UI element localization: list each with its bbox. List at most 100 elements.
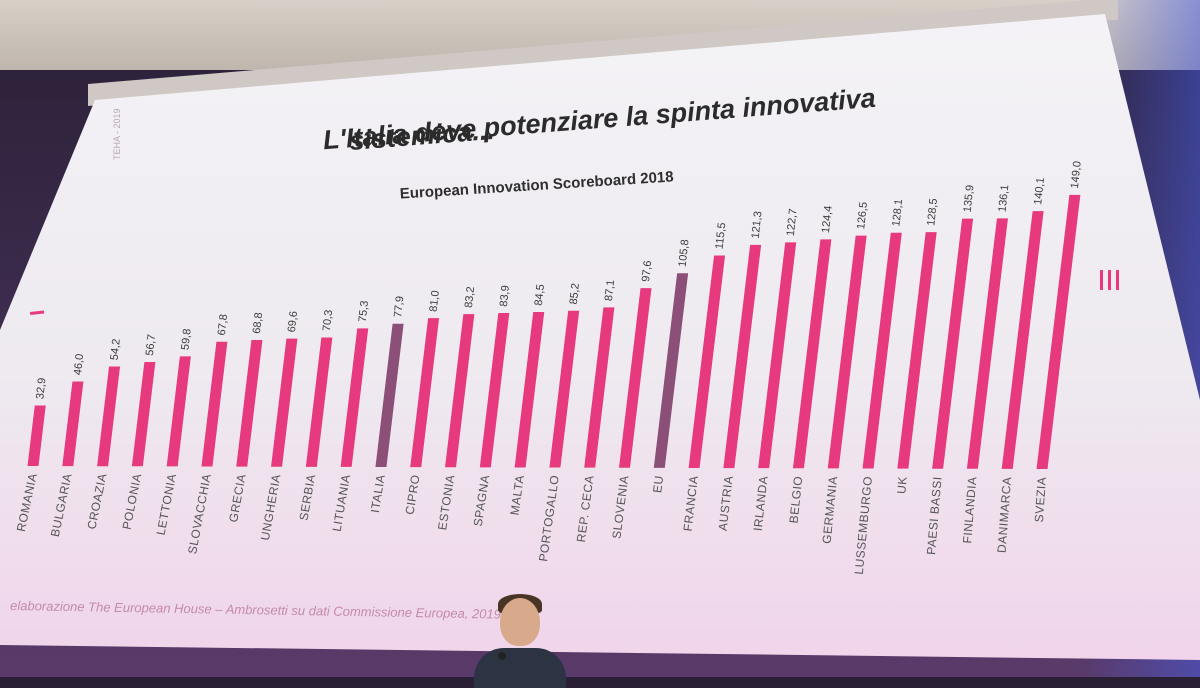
category-label: ESTONIA xyxy=(435,474,457,531)
category-label: POLONIA xyxy=(120,472,145,530)
value-label: 122,7 xyxy=(785,208,800,237)
value-label: 69,6 xyxy=(286,310,300,333)
bar-danimarca xyxy=(1001,211,1044,469)
value-label: 97,6 xyxy=(640,260,654,283)
category-label: FRANCIA xyxy=(681,475,702,532)
value-label: 59,8 xyxy=(179,328,193,351)
bar-svezia xyxy=(1036,194,1081,469)
bar-finlandia xyxy=(966,218,1008,469)
bar-lettonia xyxy=(166,356,191,467)
category-label: SPAGNA xyxy=(471,474,492,528)
bar-rep-ceca xyxy=(584,307,615,468)
bar-series xyxy=(27,194,1081,469)
category-label: SLOVENIA xyxy=(609,474,631,539)
bar-italia xyxy=(375,323,404,468)
bar-lussemburgo xyxy=(862,232,902,469)
bar-bulgaria xyxy=(62,381,84,467)
value-label: 124,4 xyxy=(820,205,835,234)
microphone-icon xyxy=(498,652,506,660)
logo-mark xyxy=(1100,270,1119,290)
category-label: MALTA xyxy=(507,474,527,516)
bar-germania xyxy=(827,235,867,469)
bar-slovenia xyxy=(618,288,652,468)
bar-serbia xyxy=(305,337,333,467)
value-label: 126,5 xyxy=(855,201,870,230)
speaker-head xyxy=(500,598,540,646)
category-label: SERBIA xyxy=(297,473,319,522)
value-label: 67,8 xyxy=(216,314,230,337)
value-label: 85,2 xyxy=(568,283,582,306)
value-label: 83,2 xyxy=(463,286,477,309)
value-label: 105,8 xyxy=(677,239,692,268)
category-label: REP. CECA xyxy=(574,474,597,543)
bar-romania xyxy=(27,405,46,466)
category-label: PAESI BASSI xyxy=(924,476,945,556)
value-label: 77,9 xyxy=(392,295,406,318)
bar-slovacchia xyxy=(201,341,228,467)
category-label: IRLANDA xyxy=(751,475,771,532)
category-label: FINLANDIA xyxy=(960,476,979,544)
speaker-body xyxy=(474,648,566,688)
accent-dash xyxy=(29,310,45,315)
vertical-note: TEHA - 2019 xyxy=(112,108,122,160)
bar-portogallo xyxy=(549,310,580,468)
value-label: 81,0 xyxy=(428,290,442,313)
value-label: 32,9 xyxy=(34,377,48,400)
category-label: LUSSEMBURGO xyxy=(852,475,875,575)
value-label: 149,0 xyxy=(1069,161,1084,190)
value-label: 140,1 xyxy=(1032,177,1047,206)
value-label: 136,1 xyxy=(997,184,1012,213)
value-labels: 32,9 46,0 54,2 56,7 59,8 67,8 68,8 69,6 70,3 75,3… xyxy=(34,161,1083,400)
bar-cipro xyxy=(410,318,440,468)
value-label: 68,8 xyxy=(251,312,265,335)
value-label: 128,5 xyxy=(925,198,940,227)
value-label: 87,1 xyxy=(603,279,617,302)
value-label: 128,1 xyxy=(890,198,905,227)
value-label: 56,7 xyxy=(144,334,158,357)
value-label: 75,3 xyxy=(357,300,371,323)
category-label: ROMANIA xyxy=(14,472,40,533)
category-label: SLOVACCHIA xyxy=(185,472,214,555)
category-label: GERMANIA xyxy=(820,475,841,544)
category-label: LITUANIA xyxy=(330,473,353,533)
value-label: 54,2 xyxy=(109,338,123,361)
bar-austria xyxy=(723,244,762,469)
bar-paesi-bassi xyxy=(932,218,974,469)
category-label: GRECIA xyxy=(226,473,249,524)
chart-title: European Innovation Scoreboard 2018 xyxy=(399,168,674,202)
category-label: LETTONIA xyxy=(154,472,180,536)
bar-grecia xyxy=(236,340,263,467)
category-label: DANIMARCA xyxy=(995,476,1015,553)
bar-irlanda xyxy=(758,242,797,469)
bar-estonia xyxy=(445,314,475,468)
value-label: 115,5 xyxy=(714,222,729,250)
category-label: UNGHERIA xyxy=(258,473,284,542)
bar-uk xyxy=(897,232,937,469)
value-label: 121,3 xyxy=(750,211,765,240)
category-label: SVEZIA xyxy=(1032,476,1049,523)
bar-belgio xyxy=(792,239,832,469)
category-labels: ROMANIA BULGARIA CROAZIA POLONIA LETTONIA SLO… xyxy=(14,472,1049,575)
value-label: 83,9 xyxy=(498,285,512,308)
category-label: AUSTRIA xyxy=(716,475,736,532)
category-label: EU xyxy=(650,475,666,494)
category-label: PORTOGALLO xyxy=(536,474,562,562)
bar-spagna xyxy=(479,312,510,468)
category-label: ITALIA xyxy=(368,473,388,514)
source-note: elaborazione The European House – Ambros… xyxy=(10,598,501,622)
bar-polonia xyxy=(131,361,156,467)
value-label: 46,0 xyxy=(72,353,86,376)
value-label: 70,3 xyxy=(321,309,335,332)
category-label: CIPRO xyxy=(403,473,423,515)
value-label: 135,9 xyxy=(962,184,977,213)
category-label: CROAZIA xyxy=(85,472,110,530)
bar-ungheria xyxy=(271,338,298,467)
bar-eu xyxy=(653,273,689,468)
category-label: UK xyxy=(894,476,910,495)
bar-francia xyxy=(688,255,726,468)
bar-malta xyxy=(514,311,545,468)
bar-lituania xyxy=(340,328,369,467)
category-label: BULGARIA xyxy=(48,472,75,538)
value-label: 84,5 xyxy=(533,284,547,307)
